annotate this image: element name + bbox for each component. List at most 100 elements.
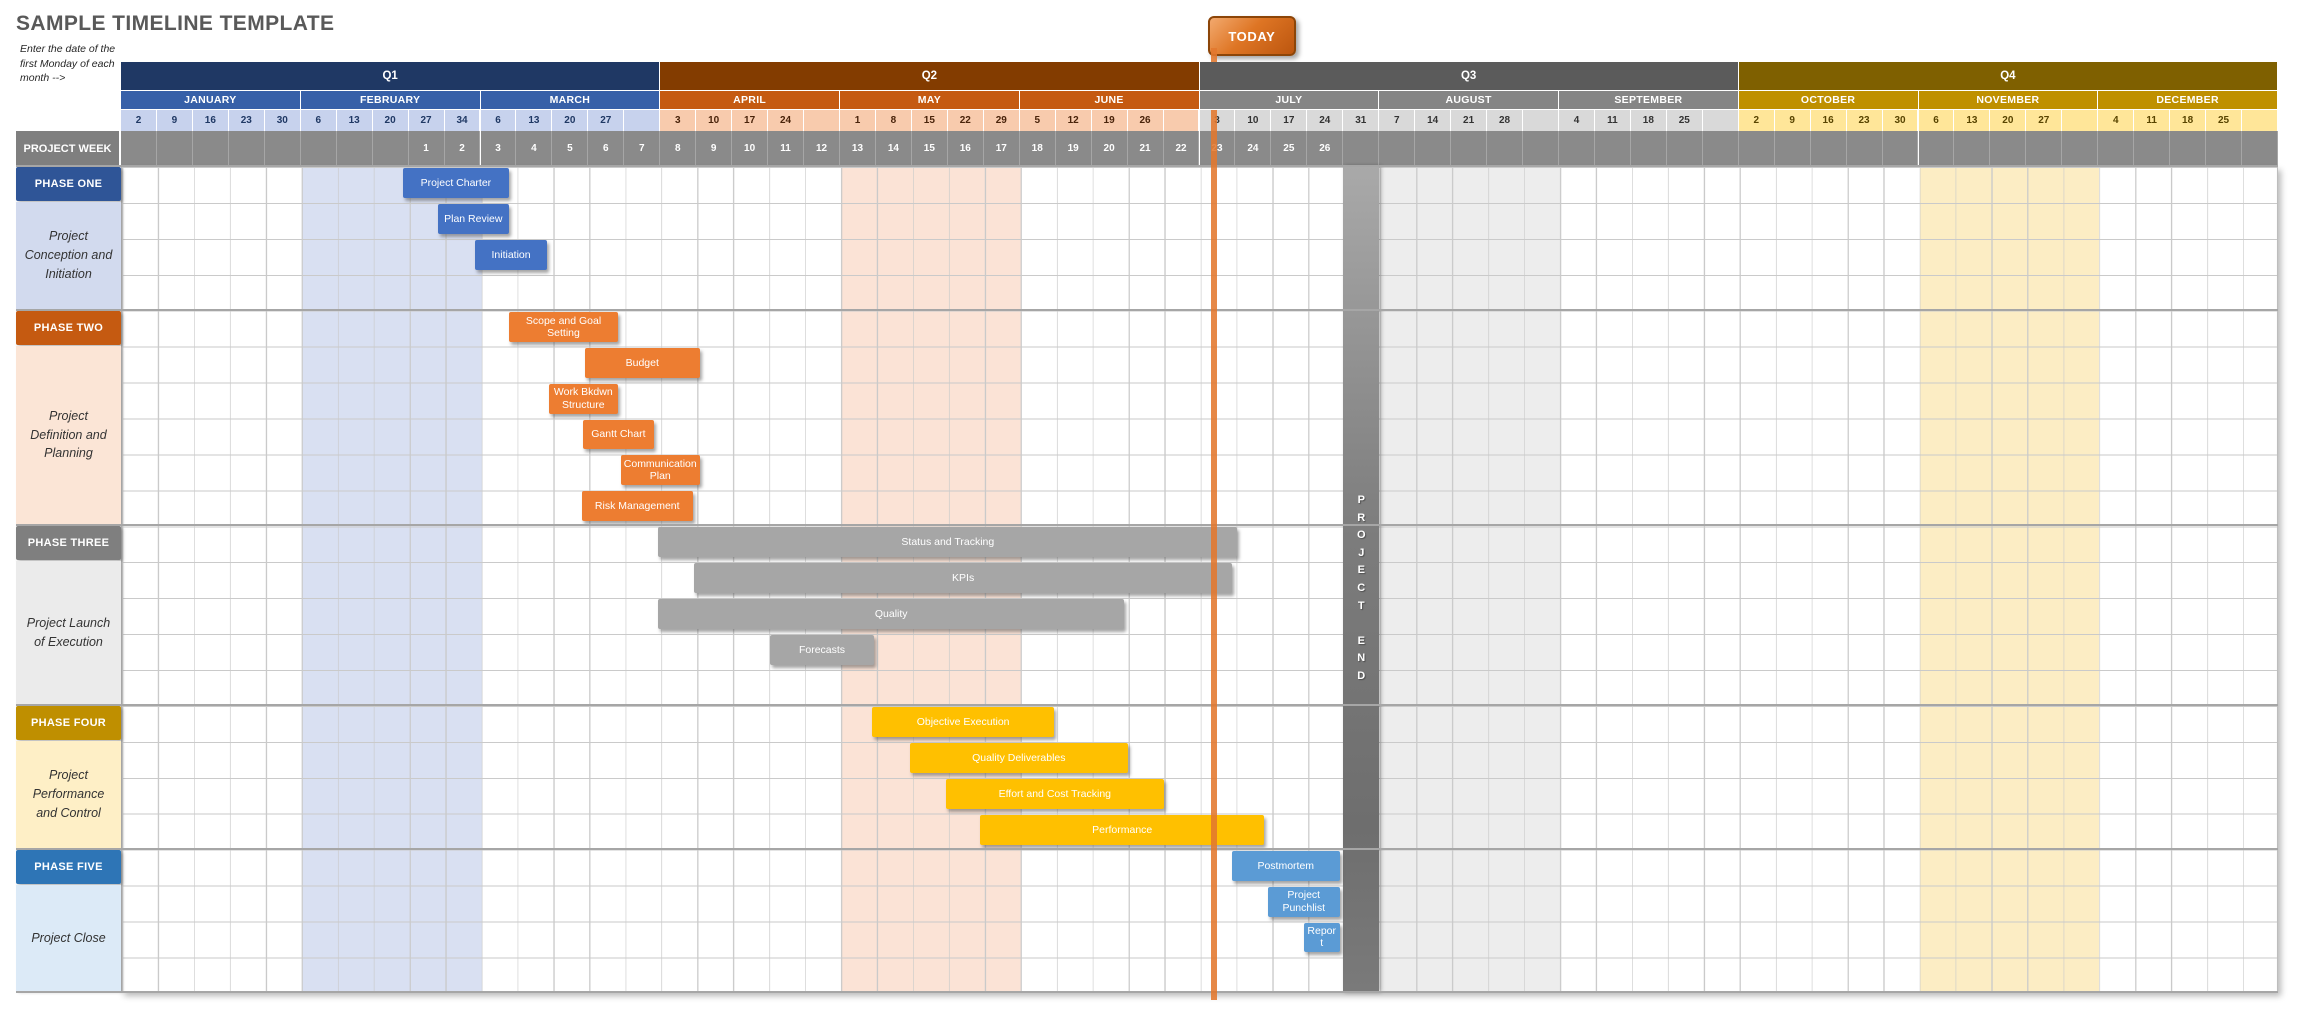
task-bar[interactable]: Project Charter [403,168,509,198]
month-header-september: SEPTEMBER [1559,91,1739,110]
date-cell: 13 [336,110,373,131]
task-bar[interactable]: Status and Tracking [658,527,1238,558]
date-cell: 27 [408,110,445,131]
project-week-cell [2206,131,2243,166]
task-bar[interactable]: Report [1303,922,1340,953]
shaded-band-august [1380,167,1560,992]
date-cell: 25 [2206,110,2243,131]
task-bar[interactable]: Scope and Goal Setting [509,311,618,342]
project-week-cell [1343,131,1380,166]
project-week-cell [1882,131,1919,166]
project-week-cell: 5 [552,131,589,166]
date-cell: 6 [300,110,337,131]
project-week-cell: 4 [516,131,553,166]
task-bar[interactable]: Communication Plan [620,455,700,486]
task-bar[interactable]: Project Punchlist [1267,886,1340,917]
phase-header-2[interactable]: PHASE TWO [16,310,121,345]
date-cell: 13 [516,110,553,131]
today-badge-label: TODAY [1228,28,1276,44]
date-cell: 6 [480,110,517,131]
phase-header-1[interactable]: PHASE ONE [16,167,121,201]
task-bar[interactable]: Work Bkdwn Structure [548,383,618,414]
project-week-cell [2170,131,2207,166]
project-week-cell [2098,131,2135,166]
project-week-cell: 17 [983,131,1020,166]
project-week-label-cell: PROJECT WEEK [16,131,121,166]
month-header-march: MARCH [480,91,661,110]
task-bar[interactable]: Budget [584,347,700,378]
task-bar[interactable]: Initiation [475,239,547,270]
project-end-label: P R O J E C T E N D [1356,494,1366,682]
project-week-cell [300,131,337,166]
date-cell: 22 [947,110,984,131]
date-cell: 18 [2170,110,2207,131]
task-bar[interactable]: Effort and Cost Tracking [946,778,1164,809]
date-cell: 27 [2026,110,2063,131]
project-week-cell: 12 [804,131,840,166]
date-cell: 17 [1271,110,1308,131]
project-week-cell: 8 [660,131,697,166]
project-week-cell [2242,131,2278,166]
month-header-august: AUGUST [1379,91,1559,110]
quarter-header-q1: Q1 [121,62,661,91]
month-header-june: JUNE [1019,91,1200,110]
project-week-cell [1379,131,1416,166]
task-bar[interactable]: Quality Deliverables [910,742,1128,773]
project-week-cell [1487,131,1524,166]
date-cell: 25 [1666,110,1703,131]
date-cell: 2 [1738,110,1775,131]
project-week-cell: 16 [947,131,984,166]
task-bar[interactable]: Plan Review [438,203,509,234]
date-cell [2062,110,2099,131]
month-header-february: FEBRUARY [300,91,481,110]
project-week-cell: 15 [911,131,948,166]
date-cell: 23 [1846,110,1883,131]
task-bar[interactable]: Forecasts [769,635,875,665]
project-week-cell [228,131,265,166]
project-week-cell: 26 [1307,131,1344,166]
date-cell: 16 [192,110,229,131]
date-cell: 34 [444,110,481,131]
project-week-cell: 22 [1163,131,1200,166]
task-bar[interactable]: Gantt Chart [582,419,654,450]
task-bar[interactable]: Postmortem [1231,850,1340,881]
project-week-cell: 25 [1271,131,1308,166]
today-badge[interactable]: TODAY [1207,16,1296,56]
date-cell: 5 [1019,110,1056,131]
date-cell: 31 [1343,110,1380,131]
phase-label-1: Project Conception and Initiation [16,201,121,309]
date-cell [1702,110,1739,131]
task-bar[interactable]: KPIs [694,563,1232,594]
task-bar[interactable]: Quality [658,599,1124,630]
phase-header-3[interactable]: PHASE THREE [16,526,121,561]
phase-header-4[interactable]: PHASE FOUR [16,705,121,740]
project-week-cell: 19 [1055,131,1092,166]
phase-label-5: Project Close [16,884,121,992]
phase-label-3: Project Launch of Execution [16,561,121,704]
project-week-cell [156,131,193,166]
date-cell: 30 [1882,110,1919,131]
project-week-cell: 3 [480,131,517,166]
project-week-cell [1594,131,1631,166]
task-bar[interactable]: Performance [980,814,1265,845]
project-week-cell: 7 [624,131,661,166]
date-cell: 4 [2098,110,2135,131]
month-header-january: JANUARY [121,91,301,110]
phase-label-2: Project Definition and Planning [16,345,121,525]
date-cell [1163,110,1200,131]
date-cell: 1 [840,110,876,131]
date-cell: 13 [1954,110,1991,131]
task-bar[interactable]: Objective Execution [872,706,1054,737]
month-header-october: OCTOBER [1738,91,1919,110]
phase-header-5[interactable]: PHASE FIVE [16,849,121,884]
shaded-band-november [1919,167,2100,992]
project-week-cell [336,131,373,166]
project-week-cell: 20 [1091,131,1128,166]
date-cell: 24 [768,110,805,131]
date-cell: 7 [1379,110,1416,131]
task-bar[interactable]: Risk Management [581,491,693,522]
project-week-cell [1666,131,1703,166]
date-cell: 6 [1918,110,1955,131]
project-week-cell [2062,131,2099,166]
